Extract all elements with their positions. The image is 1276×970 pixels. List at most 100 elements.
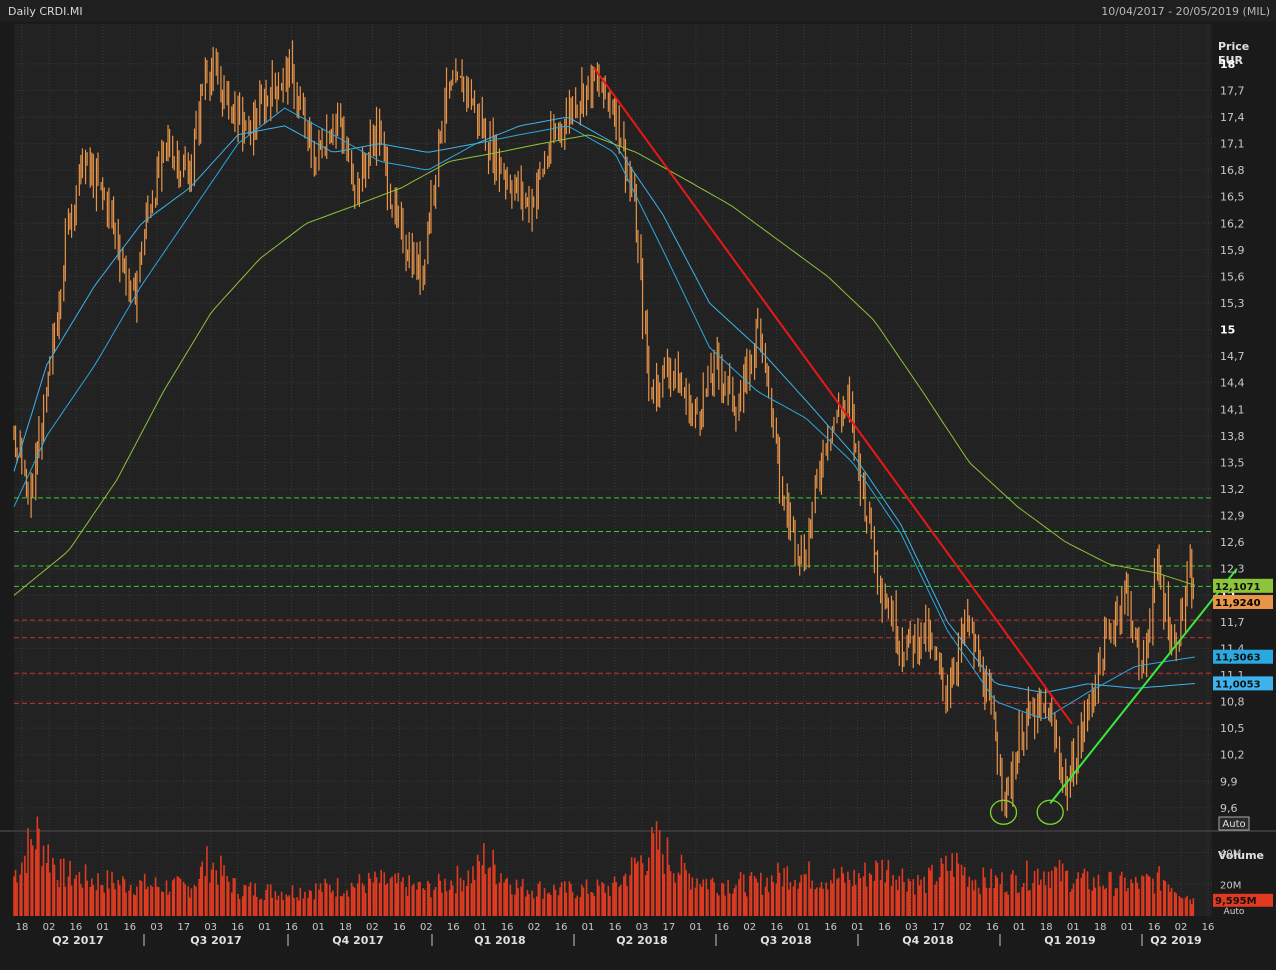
moving-average-line	[13, 107, 1195, 719]
date-tick-label: 02	[743, 922, 756, 933]
value-tag-box	[1213, 578, 1273, 593]
date-tick-label: 03	[150, 922, 163, 933]
volume-last-box	[1213, 893, 1273, 907]
price-tick-label: 13,5	[1220, 456, 1245, 469]
low-circle	[989, 799, 1018, 825]
value-tag-label: 11,3063	[1215, 653, 1261, 664]
value-tag-box	[1213, 595, 1273, 610]
price-tick-label: 15,9	[1220, 244, 1245, 257]
price-tick-label: 15,6	[1220, 270, 1245, 283]
price-tick-label: 14,1	[1220, 403, 1245, 416]
date-tick-label: 16	[70, 922, 83, 933]
price-tick-label: 16,2	[1220, 217, 1245, 230]
volume-auto-label[interactable]: Auto	[1224, 907, 1245, 917]
date-tick-label: 18	[339, 922, 352, 933]
price-tick-label: 9,6	[1220, 802, 1238, 815]
volume-tick-label: 40M	[1220, 849, 1241, 860]
price-tick-label: 17,1	[1220, 138, 1245, 151]
date-tick-label: 16	[285, 922, 298, 933]
time-axis: 18 02 16 01 16 03 17 03 16 01 16 01 18 02 16 02 16 01 16 02…	[16, 922, 1215, 947]
quarter-label: Q2 2019	[1150, 934, 1201, 947]
value-tag-label: 11,9240	[1215, 598, 1261, 609]
price-tick-label: 17,4	[1220, 111, 1245, 124]
price-tick-label: 9,9	[1220, 775, 1238, 788]
value-tags: 12,1071 11,9240 11,3063 11,0053	[1213, 578, 1273, 691]
volume-tick-label: 20M	[1220, 880, 1241, 891]
date-tick-label: 02	[1175, 922, 1188, 933]
price-axis-label: Price	[1218, 40, 1249, 53]
price-auto-box[interactable]	[1218, 816, 1250, 831]
price-tick-label: 14,4	[1220, 377, 1245, 390]
price-tick-label: 10,5	[1220, 722, 1245, 735]
date-tick-label: 03	[204, 922, 217, 933]
date-tick-label: 17	[932, 922, 945, 933]
date-tick-label: 16	[609, 922, 622, 933]
date-tick-label: 16	[770, 922, 783, 933]
date-tick-label: 03	[636, 922, 649, 933]
volume-axis: 40M 20M 9,595M	[1213, 849, 1273, 907]
date-tick-label: 16	[447, 922, 460, 933]
date-tick-label: 01	[689, 922, 702, 933]
date-tick-label: 16	[1202, 922, 1215, 933]
date-tick-label: 16	[393, 922, 406, 933]
date-tick-label: 17	[663, 922, 676, 933]
quarter-label: Q1 2019	[1044, 934, 1095, 947]
downtrend-line	[593, 67, 1073, 725]
currency-label: EUR	[1218, 54, 1243, 67]
date-tick-label: 01	[1067, 922, 1080, 933]
moving-averages	[13, 107, 1196, 719]
price-tick-label: 16,5	[1220, 191, 1245, 204]
title-bar	[0, 0, 1276, 22]
value-tag-box	[1213, 676, 1273, 691]
date-range: 10/04/2017 - 20/05/2019 (MIL)	[1101, 5, 1270, 18]
low-circle	[1036, 799, 1064, 825]
price-tick-label: 13,8	[1220, 430, 1245, 443]
date-tick-label: 17	[177, 922, 190, 933]
price-auto-button[interactable]: Auto	[1218, 816, 1250, 831]
date-tick-label: 03	[905, 922, 918, 933]
date-tick-label: 02	[959, 922, 972, 933]
chart-title: Daily CRDI.MI	[8, 5, 83, 18]
price-tick-label: 11,7	[1220, 616, 1245, 629]
price-tick-label: 14,7	[1220, 350, 1245, 363]
date-tick-label: 01	[1121, 922, 1134, 933]
uptrend-line	[1049, 568, 1238, 805]
date-tick-label: 01	[797, 922, 810, 933]
date-tick-label: 16	[231, 922, 244, 933]
price-tick-label: 15	[1220, 324, 1235, 337]
value-tag-box	[1213, 649, 1273, 664]
volume-bars	[13, 816, 1195, 916]
quarter-label: Q4 2018	[902, 934, 953, 947]
quarter-label: Q2 2017	[52, 934, 103, 947]
date-tick-label: 01	[1013, 922, 1026, 933]
date-tick-label: 01	[851, 922, 864, 933]
moving-average-line	[13, 134, 1196, 596]
quarter-label: Q3 2017	[190, 934, 241, 947]
quarter-label: Q3 2018	[760, 934, 811, 947]
price-tick-label: 12,6	[1220, 536, 1245, 549]
date-tick-label: 16	[123, 922, 136, 933]
price-tick-label: 13,2	[1220, 483, 1245, 496]
value-tag-label: 11,0053	[1215, 679, 1261, 690]
date-tick-label: 02	[366, 922, 379, 933]
date-tick-label: 16	[555, 922, 568, 933]
quarter-label: Q1 2018	[474, 934, 525, 947]
date-tick-label: 01	[258, 922, 271, 933]
date-tick-label: 18	[1094, 922, 1107, 933]
date-tick-label: 01	[582, 922, 595, 933]
quarter-label: Q4 2017	[332, 934, 383, 947]
date-tick-label: 16	[716, 922, 729, 933]
date-tick-label: 02	[43, 922, 56, 933]
date-tick-label: 18	[1040, 922, 1053, 933]
date-tick-label: 16	[878, 922, 891, 933]
price-tick-label: 12,9	[1220, 510, 1245, 523]
date-tick-label: 01	[474, 922, 487, 933]
price-tick-label: 16,8	[1220, 164, 1245, 177]
price-tick-label: 18	[1220, 58, 1235, 71]
date-tick-label: 16	[1148, 922, 1161, 933]
price-tick-label: 17,7	[1220, 84, 1245, 97]
date-tick-label: 16	[986, 922, 999, 933]
price-tick-label: 10,2	[1220, 749, 1245, 762]
